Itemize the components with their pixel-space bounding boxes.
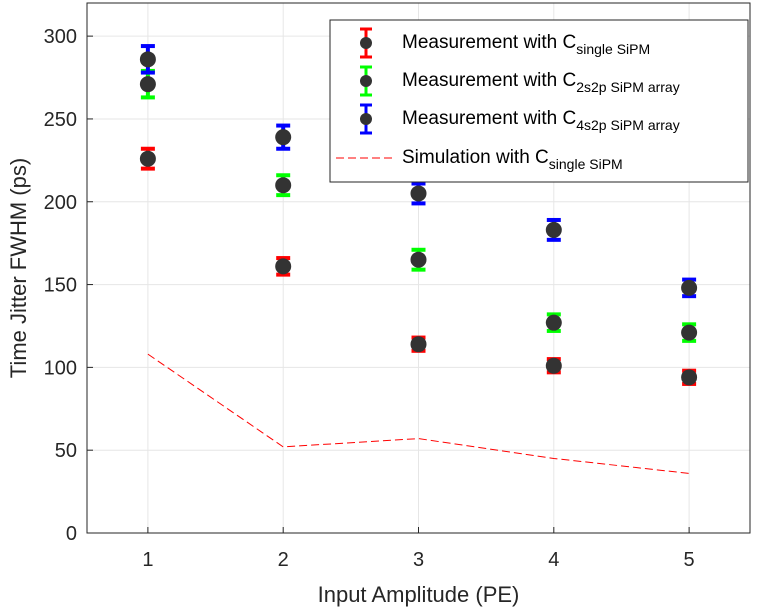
simulation-line bbox=[147, 353, 690, 474]
simulation-layer bbox=[147, 353, 690, 474]
legend-box bbox=[329, 19, 749, 183]
x-tick-label: 2 bbox=[278, 549, 289, 571]
legend-label: Simulation with Csingle SiPM bbox=[402, 147, 623, 172]
legend-marker bbox=[360, 37, 372, 49]
x-tick-label: 4 bbox=[548, 549, 559, 571]
errorbar-point bbox=[275, 256, 292, 277]
legend-marker bbox=[360, 113, 372, 125]
errorbar-point bbox=[139, 44, 156, 75]
data-marker bbox=[275, 258, 292, 275]
errorbar-point bbox=[545, 357, 562, 375]
plot-frame bbox=[86, 2, 751, 534]
legend-label-subscript: single SiPM bbox=[576, 41, 650, 57]
legend-label: Measurement with C2s2p SiPM array bbox=[402, 70, 680, 95]
errorbar-point bbox=[139, 68, 156, 100]
y-tick-label: 200 bbox=[44, 192, 77, 214]
y-tick-label: 50 bbox=[55, 440, 77, 462]
errorbar-point bbox=[681, 322, 698, 343]
legend-label-main: Measurement with C bbox=[402, 70, 576, 91]
data-marker bbox=[275, 129, 292, 146]
x-tick-label: 3 bbox=[413, 549, 424, 571]
legend-marker bbox=[360, 75, 372, 87]
data-marker bbox=[681, 324, 698, 341]
errorbar-point bbox=[545, 312, 562, 333]
x-tick-label: 5 bbox=[684, 549, 695, 571]
errorbar-point bbox=[139, 146, 156, 171]
legend-label-subscript: 2s2p SiPM array bbox=[576, 79, 679, 95]
data-marker bbox=[681, 279, 698, 296]
legend-entry: Measurement with Csingle SiPM bbox=[360, 27, 650, 59]
legend-entry: Measurement with C4s2p SiPM array bbox=[360, 103, 680, 135]
legend-label-subscript: single SiPM bbox=[549, 156, 623, 172]
y-tick-label: 100 bbox=[44, 357, 77, 379]
legend-label-main: Measurement with C bbox=[402, 32, 576, 53]
legend-label: Measurement with Csingle SiPM bbox=[402, 32, 650, 57]
legend-label-subscript: 4s2p SiPM array bbox=[576, 117, 679, 133]
errorbar-point bbox=[545, 217, 562, 242]
errorbar-layer bbox=[139, 44, 698, 386]
legend-entry: Measurement with C2s2p SiPM array bbox=[360, 65, 680, 97]
y-tick-label: 250 bbox=[44, 109, 77, 131]
data-marker bbox=[545, 314, 562, 331]
legend-label-main: Measurement with C bbox=[402, 108, 576, 129]
y-tick-label: 150 bbox=[44, 275, 77, 297]
legend: Measurement with Csingle SiPMMeasurement… bbox=[329, 19, 749, 183]
data-marker bbox=[681, 369, 698, 386]
data-marker bbox=[545, 357, 562, 374]
errorbar-point bbox=[275, 123, 292, 151]
x-tick-label: 1 bbox=[142, 549, 153, 571]
errorbar-point bbox=[410, 247, 427, 272]
data-marker bbox=[139, 150, 156, 167]
errorbar-point bbox=[410, 335, 427, 353]
errorbar-point bbox=[410, 181, 427, 206]
legend-label: Measurement with C4s2p SiPM array bbox=[402, 108, 680, 133]
data-marker bbox=[410, 251, 427, 268]
legend-label-main: Simulation with C bbox=[402, 147, 549, 168]
y-tick-label: 300 bbox=[44, 26, 77, 48]
data-marker bbox=[139, 51, 156, 68]
y-axis-label: Time Jitter FWHM (ps) bbox=[6, 158, 31, 378]
data-marker bbox=[275, 177, 292, 194]
data-marker bbox=[139, 76, 156, 93]
data-marker bbox=[410, 185, 427, 202]
errorbar-point bbox=[681, 368, 698, 386]
data-marker bbox=[410, 336, 427, 353]
x-axis-label: Input Amplitude (PE) bbox=[318, 582, 520, 607]
errorbar-point bbox=[681, 277, 698, 299]
errorbar-point bbox=[275, 173, 292, 198]
legend-entry: Simulation with Csingle SiPM bbox=[336, 147, 623, 172]
data-marker bbox=[545, 221, 562, 238]
y-tick-label: 0 bbox=[66, 523, 77, 545]
